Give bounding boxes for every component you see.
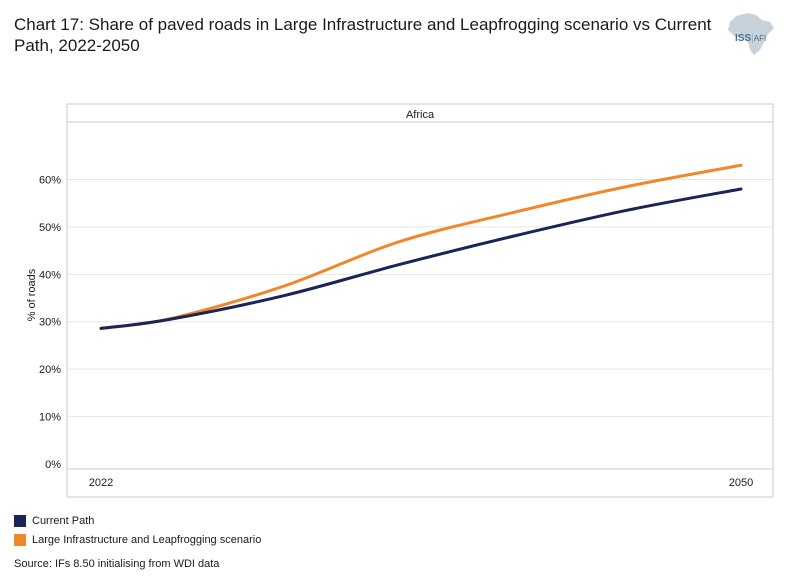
y-tick-label-0: 0% [45,459,61,471]
series-lines [99,163,743,330]
legend-swatch-current-path [14,514,26,527]
source-note: Source: IFs 8.50 initialising from WDI d… [14,558,220,570]
y-tick-labels: 0% 10% 20% 30% 40% 50% 60% [39,174,61,471]
y-tick-label-60: 60% [39,174,61,186]
chart-title: Chart 17: Share of paved roads in Large … [14,15,712,55]
y-tick-label-20: 20% [39,364,61,376]
logo-sub: AFI [753,34,767,43]
iss-logo-text: ISS|AFI [735,33,767,44]
series-line-current-path [99,187,743,330]
y-axis-label: % of roads [26,268,38,321]
legend-label-large-infrastructure: Large Infrastructure and Leapfrogging sc… [32,533,262,546]
x-tick-labels: 2022 2050 [89,477,753,489]
legend-label-current-path: Current Path [32,514,95,527]
y-tick-label-30: 30% [39,317,61,329]
africa-map-logo-icon [728,13,774,55]
x-tick-label-2022: 2022 [89,477,113,489]
series-line-large-infrastructure [99,163,743,330]
y-tick-label-40: 40% [39,269,61,281]
legend-item-current-path: Current Path [14,511,261,530]
line-chart: Africa % of roads 0% 10% 20% 30% 40% 50% 60% 2… [26,103,774,498]
outer-frame [66,103,774,498]
logo-label: ISS [735,33,752,44]
y-tick-label-10: 10% [39,412,61,424]
panel-title: Africa [406,109,435,121]
legend: Current Path Large Infrastructure and Le… [14,511,261,549]
legend-swatch-large-infrastructure [14,533,26,546]
gridlines [67,178,773,418]
legend-item-large-infrastructure: Large Infrastructure and Leapfrogging sc… [14,530,261,549]
x-tick-label-2050: 2050 [729,477,753,489]
y-tick-label-50: 50% [39,222,61,234]
chart-frame: Africa % of roads [26,103,774,498]
